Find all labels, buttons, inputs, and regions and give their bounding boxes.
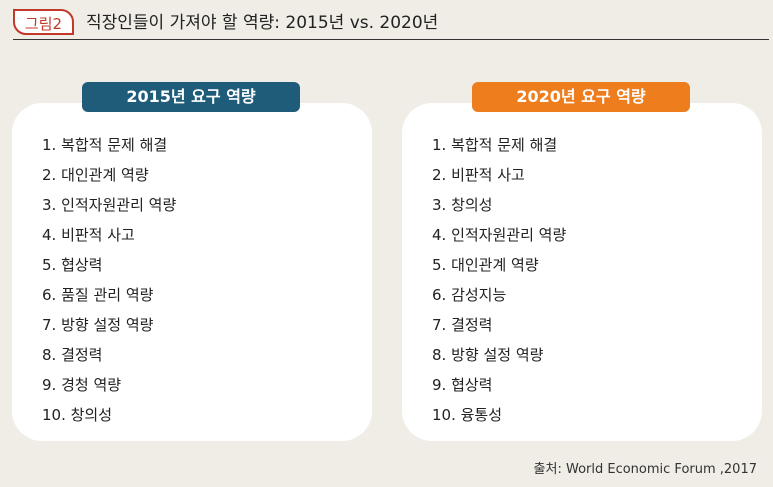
list-item: 10. 창의성 [42,406,113,424]
list-item: 7. 결정력 [432,316,493,334]
source-note: 출처: World Economic Forum ,2017 [533,462,757,477]
list-item: 5. 협상력 [42,256,103,274]
list-item: 5. 대인관계 역량 [432,256,539,274]
list-item: 9. 경청 역량 [42,376,122,394]
list-item: 2. 대인관계 역량 [42,166,149,184]
list-item: 8. 방향 설정 역량 [432,346,544,364]
list-item: 3. 창의성 [432,196,493,214]
panel-2020: 1. 복합적 문제 해결 2. 비판적 사고 3. 창의성 4. 인적자원관리 … [402,103,762,441]
list-item: 2. 비판적 사고 [432,166,525,184]
figure-title: 직장인들이 가져야 할 역량: 2015년 vs. 2020년 [86,13,439,33]
skills-list-2015: 1. 복합적 문제 해결 2. 대인관계 역량 3. 인적자원관리 역량 4. … [42,130,176,430]
panel-2020-header: 2020년 요구 역량 [472,82,690,112]
list-item: 8. 결정력 [42,346,103,364]
list-item: 7. 방향 설정 역량 [42,316,154,334]
list-item: 10. 융통성 [432,406,503,424]
list-item: 6. 품질 관리 역량 [42,286,154,304]
list-item: 6. 감성지능 [432,286,507,304]
list-item: 3. 인적자원관리 역량 [42,196,177,214]
figure-label: 그림2 [13,9,74,35]
list-item: 1. 복합적 문제 해결 [42,136,168,154]
figure-header: 그림2 직장인들이 가져야 할 역량: 2015년 vs. 2020년 [13,9,769,40]
list-item: 1. 복합적 문제 해결 [432,136,558,154]
list-item: 4. 비판적 사고 [42,226,135,244]
skills-list-2020: 1. 복합적 문제 해결 2. 비판적 사고 3. 창의성 4. 인적자원관리 … [432,130,566,430]
panel-2015: 1. 복합적 문제 해결 2. 대인관계 역량 3. 인적자원관리 역량 4. … [12,103,372,441]
list-item: 4. 인적자원관리 역량 [432,226,567,244]
list-item: 9. 협상력 [432,376,493,394]
panel-2015-header: 2015년 요구 역량 [82,82,300,112]
